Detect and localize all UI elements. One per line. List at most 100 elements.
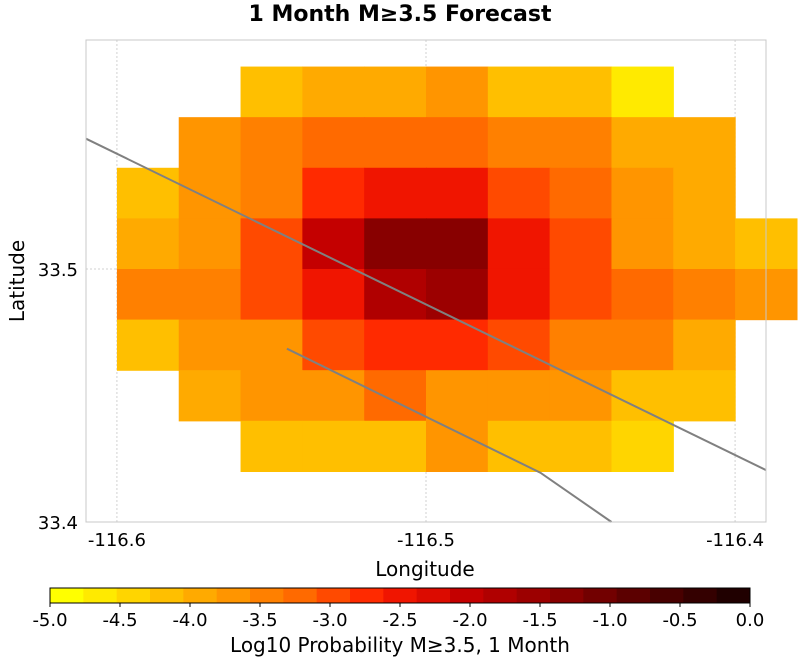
heatmap-cell xyxy=(240,218,303,270)
heatmap-cell xyxy=(364,319,427,371)
heatmap-cell xyxy=(549,268,613,321)
colorbar-swatch xyxy=(150,588,184,603)
heatmap-cell xyxy=(673,218,736,270)
heatmap-cell xyxy=(302,218,365,270)
heatmap-cell xyxy=(364,117,427,169)
heatmap-cell xyxy=(549,370,613,422)
heatmap-cell xyxy=(302,420,365,472)
y-axis-label: Latitude xyxy=(5,240,29,322)
heatmap-cell xyxy=(426,319,489,371)
heatmap-cell xyxy=(487,319,551,371)
heatmap-cell xyxy=(611,167,674,219)
heatmap-cell xyxy=(364,218,427,270)
heatmap-cell xyxy=(426,218,489,270)
colorbar-tick-label: -5.0 xyxy=(32,610,67,631)
colorbar-swatch xyxy=(683,588,718,603)
colorbar-swatch xyxy=(416,588,451,603)
heatmap-cell xyxy=(611,420,674,472)
heatmap-cell xyxy=(178,218,242,270)
colorbar-tick-label: -2.5 xyxy=(382,610,417,631)
chart-title: 1 Month M≥3.5 Forecast xyxy=(248,2,552,27)
colorbar-tick-label: -3.0 xyxy=(312,610,347,631)
heatmap-cell xyxy=(116,268,180,321)
heatmap-cell xyxy=(426,66,489,118)
heatmap-cell xyxy=(302,319,365,371)
heatmap-cell xyxy=(611,66,674,118)
colorbar-swatch xyxy=(450,588,484,603)
x-tick-label: -116.5 xyxy=(397,530,455,551)
heatmap-cell xyxy=(302,268,365,321)
colorbar-swatch xyxy=(550,588,584,603)
colorbar-tick-label: -1.0 xyxy=(592,610,627,631)
heatmap-cell xyxy=(549,420,613,472)
colorbar-swatch xyxy=(350,588,384,603)
heatmap-cell xyxy=(116,319,180,371)
colorbar-swatch xyxy=(50,588,84,603)
colorbar-swatch xyxy=(250,588,284,603)
x-tick-label: -116.4 xyxy=(706,530,764,551)
heatmap-cell xyxy=(426,268,489,321)
x-axis-label: Longitude xyxy=(375,557,474,581)
heatmap-cell xyxy=(178,319,242,371)
heatmap-cell xyxy=(673,117,736,169)
heatmap-cell xyxy=(549,319,613,371)
heatmap-cell xyxy=(549,66,613,118)
heatmap-cell xyxy=(487,117,551,169)
heatmap-cell xyxy=(240,420,303,472)
fault-line xyxy=(286,347,613,523)
heatmap-cell xyxy=(240,117,303,169)
colorbar-swatch xyxy=(216,588,251,603)
colorbar-swatch xyxy=(183,588,218,603)
y-tick-label: 33.4 xyxy=(38,513,78,534)
heatmap-cell xyxy=(426,420,489,472)
colorbar-swatch xyxy=(483,588,518,603)
heatmap-cell xyxy=(673,268,736,321)
heatmap-cell xyxy=(611,117,674,169)
heatmap-cell xyxy=(178,117,242,169)
colorbar-tick-label: -3.5 xyxy=(242,610,277,631)
heatmap-cell xyxy=(302,117,365,169)
colorbar-swatch xyxy=(616,588,651,603)
x-tick-label: -116.6 xyxy=(88,530,146,551)
colorbar-tick-label: -1.5 xyxy=(522,610,557,631)
heatmap-cell xyxy=(611,218,674,270)
colorbar-swatch xyxy=(716,588,751,603)
colorbar-swatch xyxy=(583,588,618,603)
y-tick-label: 33.5 xyxy=(38,260,78,281)
colorbar-tick-label: -4.0 xyxy=(172,610,207,631)
axis-ticks: -116.6 -116.5 -116.4 33.4 33.5 xyxy=(38,260,764,551)
heatmap-cell xyxy=(487,370,551,422)
plot-frame xyxy=(85,39,767,523)
colorbar-swatch xyxy=(516,588,551,603)
heatmap-cell xyxy=(240,167,303,219)
heatmap-cell xyxy=(487,66,551,118)
heatmap-cell xyxy=(673,370,736,422)
heatmap-cell xyxy=(487,218,551,270)
heatmap-cell xyxy=(487,420,551,472)
colorbar-label: Log10 Probability M≥3.5, 1 Month xyxy=(230,633,570,657)
colorbar-tick-label: -4.5 xyxy=(102,610,137,631)
heatmap-cell xyxy=(487,167,551,219)
colorbar: -5.0 -4.5 -4.0 -3.5 -3.0 -2.5 -2.0 -1.5 -1.0 -0.5… xyxy=(32,587,765,631)
heatmap-cell xyxy=(426,370,489,422)
colorbar-tick-label: -2.0 xyxy=(452,610,487,631)
heatmap-cell xyxy=(178,370,242,422)
heatmap-cells xyxy=(116,66,798,472)
fault-lines xyxy=(85,137,767,523)
colorbar-tick-label: 0.0 xyxy=(736,610,765,631)
heatmap-cell xyxy=(364,66,427,118)
heatmap-cell xyxy=(611,370,674,422)
heatmap-cell xyxy=(302,167,365,219)
heatmap-cell xyxy=(240,268,303,321)
colorbar-swatch xyxy=(316,588,351,603)
heatmap-cell xyxy=(487,268,551,321)
colorbar-tick-label: -0.5 xyxy=(662,610,697,631)
heatmap-cell xyxy=(178,268,242,321)
heatmap-cell xyxy=(116,218,180,270)
heatmap-cell xyxy=(302,66,365,118)
colorbar-swatch xyxy=(283,588,318,603)
heatmap-cell xyxy=(178,167,242,219)
heatmap-cell xyxy=(673,319,736,371)
colorbar-swatch xyxy=(116,588,151,603)
